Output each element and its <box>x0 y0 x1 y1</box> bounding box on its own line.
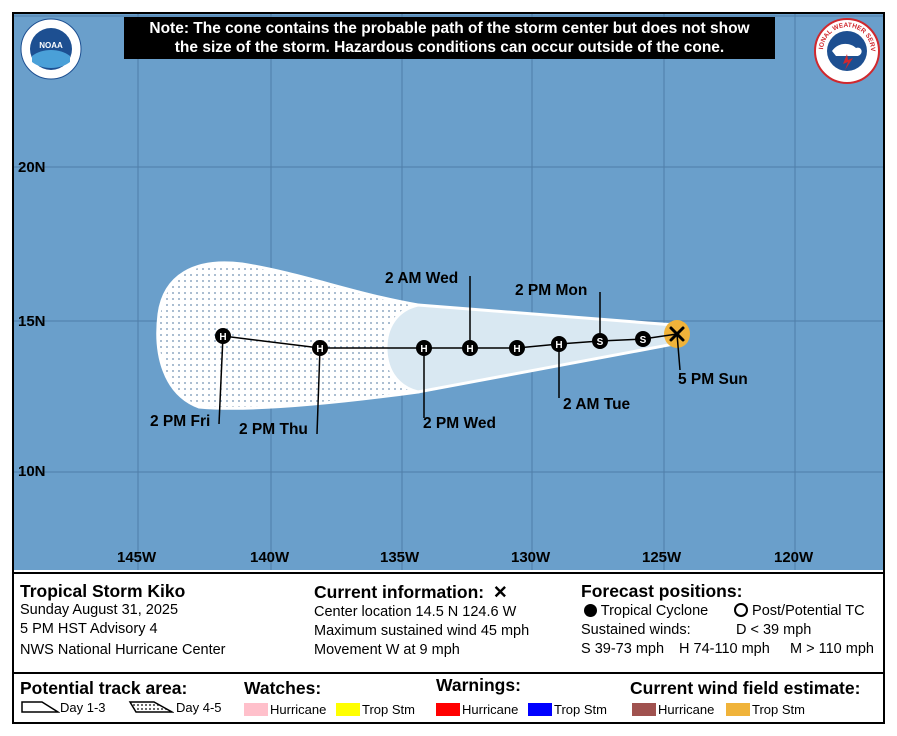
forecast-point-s2: S <box>592 333 608 349</box>
current-position-icon: ✕ <box>493 582 508 602</box>
wind-trop-label: Trop Stm <box>752 702 805 717</box>
svg-text:NOAA: NOAA <box>39 41 63 50</box>
nws-logo: NATIONAL WEATHER SERVICE <box>812 13 880 89</box>
current-info-title: Current information: ✕ <box>314 582 508 602</box>
svg-text:H: H <box>513 344 520 355</box>
storm-advisory: 5 PM HST Advisory 4 <box>20 621 158 637</box>
forecast-point-s1: S <box>635 331 651 347</box>
cone-day-4-5 <box>156 261 420 410</box>
watch-trop-label: Trop Stm <box>362 702 415 717</box>
lat-label-10n: 10N <box>18 463 46 480</box>
day45-label: Day 4-5 <box>176 700 222 715</box>
wind-hurricane-swatch <box>632 703 656 716</box>
current-wind: Maximum sustained wind 45 mph <box>314 623 530 639</box>
forecast-positions-title: Forecast positions: <box>581 581 743 601</box>
svg-text:H: H <box>316 344 323 355</box>
current-location: Center location 14.5 N 124.6 W <box>314 604 517 620</box>
track-label-2am-wed: 2 AM Wed <box>385 270 459 287</box>
cone-note-line1: Note: The cone contains the probable pat… <box>149 20 750 37</box>
svg-text:H: H <box>466 344 473 355</box>
current-position-marker <box>669 326 685 342</box>
winds-h-label: H 74-110 mph <box>679 641 770 657</box>
day13-label: Day 1-3 <box>60 700 106 715</box>
lat-label-20n: 20N <box>18 159 46 176</box>
svg-text:S: S <box>597 337 604 348</box>
day13-swatch-icon <box>20 699 61 715</box>
storm-center: NWS National Hurricane Center <box>20 642 226 658</box>
day45-swatch-icon <box>128 699 175 715</box>
watch-hurricane-swatch <box>244 703 268 716</box>
warn-hurricane-swatch <box>436 703 460 716</box>
forecast-point-h5: H <box>312 340 328 356</box>
svg-text:S: S <box>640 335 647 346</box>
info-panel: Tropical Storm Kiko Sunday August 31, 20… <box>14 572 883 724</box>
label-leaders <box>218 276 681 435</box>
wind-trop-swatch <box>726 703 750 716</box>
forecast-point-h3: H <box>462 340 478 356</box>
forecast-point-h4: H <box>416 340 432 356</box>
warnings-title: Warnings: <box>436 675 521 695</box>
forecast-point-h1: H <box>551 336 567 352</box>
forecast-point-h2: H <box>509 340 525 356</box>
legend-tropical-cyclone: Tropical Cyclone <box>584 603 708 619</box>
noaa-logo: NOAA <box>20 18 82 85</box>
svg-text:H: H <box>420 344 427 355</box>
lon-label-125w: 125W <box>642 549 682 566</box>
storm-date: Sunday August 31, 2025 <box>20 602 179 618</box>
wind-hurricane-label: Hurricane <box>658 702 715 717</box>
forecast-point-h6: H <box>215 328 231 344</box>
track-label-2pm-fri: 2 PM Fri <box>150 413 211 430</box>
lon-label-130w: 130W <box>511 549 551 566</box>
track-area-title: Potential track area: <box>20 678 188 698</box>
warn-trop-label: Trop Stm <box>554 702 607 717</box>
warn-trop-swatch <box>528 703 552 716</box>
track-label-2am-tue: 2 AM Tue <box>563 396 631 413</box>
watches-title: Watches: <box>244 678 322 698</box>
track-label-2pm-thu: 2 PM Thu <box>239 421 308 438</box>
lon-label-135w: 135W <box>380 549 420 566</box>
graticule <box>14 14 883 570</box>
current-movement: Movement W at 9 mph <box>314 642 460 658</box>
svg-text:H: H <box>555 340 562 351</box>
lon-label-145w: 145W <box>117 549 157 566</box>
cone-note-line2: the size of the storm. Hazardous conditi… <box>174 39 725 56</box>
legend-post-potential: Post/Potential TC <box>734 603 865 619</box>
track-label-2pm-mon: 2 PM Mon <box>515 282 588 299</box>
warn-hurricane-label: Hurricane <box>462 702 519 717</box>
winds-m-label: M > 110 mph <box>790 641 874 657</box>
sustained-winds-label: Sustained winds: <box>581 622 691 638</box>
cone-note: Note: The cone contains the probable pat… <box>124 17 775 59</box>
winds-s-label: S 39-73 mph <box>581 641 665 657</box>
svg-text:H: H <box>219 332 226 343</box>
track-label-5pm-sun: 5 PM Sun <box>678 371 748 388</box>
lat-label-15n: 15N <box>18 313 46 330</box>
watch-trop-swatch <box>336 703 360 716</box>
wind-field-title: Current wind field estimate: <box>630 678 861 698</box>
lon-label-140w: 140W <box>250 549 290 566</box>
forecast-map: S S H H H H H H <box>14 14 883 570</box>
map-canvas: S S H H H H H H <box>14 14 883 570</box>
watch-hurricane-label: Hurricane <box>270 702 327 717</box>
filled-circle-icon <box>584 604 597 617</box>
winds-d-label: D < 39 mph <box>736 622 812 638</box>
open-circle-icon <box>734 603 748 617</box>
track-label-2pm-wed: 2 PM Wed <box>423 415 496 432</box>
storm-title: Tropical Storm Kiko <box>20 581 186 601</box>
lon-label-120w: 120W <box>774 549 814 566</box>
